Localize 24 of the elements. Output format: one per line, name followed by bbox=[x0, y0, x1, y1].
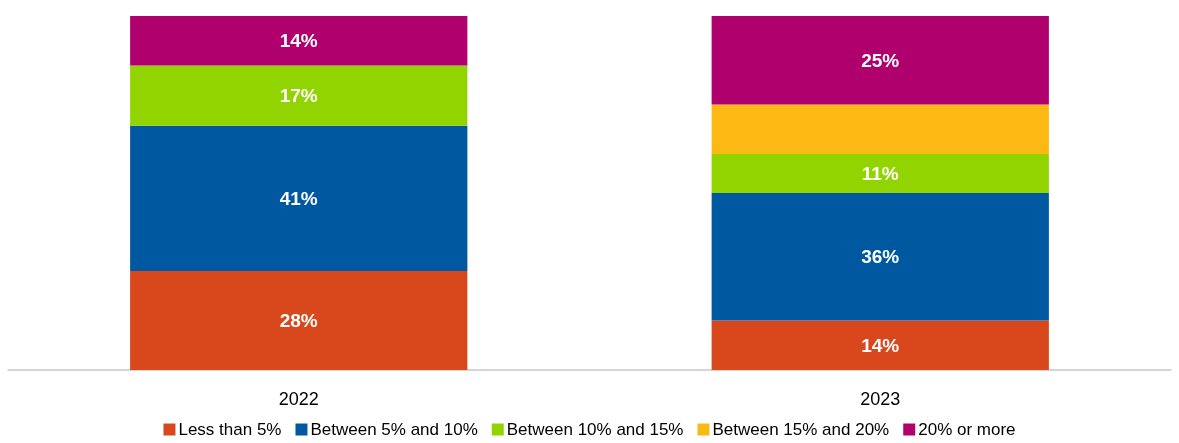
legend-label: Between 5% and 10% bbox=[310, 420, 478, 439]
bar bbox=[130, 65, 468, 126]
x-tick-label: 2023 bbox=[860, 389, 901, 409]
bar bbox=[130, 125, 468, 271]
data-label: 25% bbox=[861, 49, 900, 71]
legend-label: 20% or more bbox=[918, 420, 1016, 439]
bar bbox=[711, 16, 1049, 105]
data-label: 41% bbox=[279, 187, 318, 209]
data-label: 14% bbox=[279, 30, 318, 52]
bar bbox=[711, 320, 1049, 370]
data-label: 17% bbox=[279, 85, 318, 107]
data-label: 14% bbox=[861, 334, 900, 356]
legend-label: Between 15% and 20% bbox=[712, 420, 890, 439]
data-label: 28% bbox=[279, 309, 318, 331]
data-label: 11% bbox=[861, 163, 899, 185]
legend-label: Less than 5% bbox=[178, 420, 282, 439]
x-tick-label: 2022 bbox=[278, 389, 319, 409]
data-label: 36% bbox=[861, 246, 900, 268]
bar bbox=[711, 193, 1049, 321]
legend-label: Between 10% and 15% bbox=[506, 420, 684, 439]
bar bbox=[711, 154, 1049, 193]
bar bbox=[711, 104, 1049, 155]
bar bbox=[130, 16, 468, 66]
bar bbox=[130, 270, 468, 370]
